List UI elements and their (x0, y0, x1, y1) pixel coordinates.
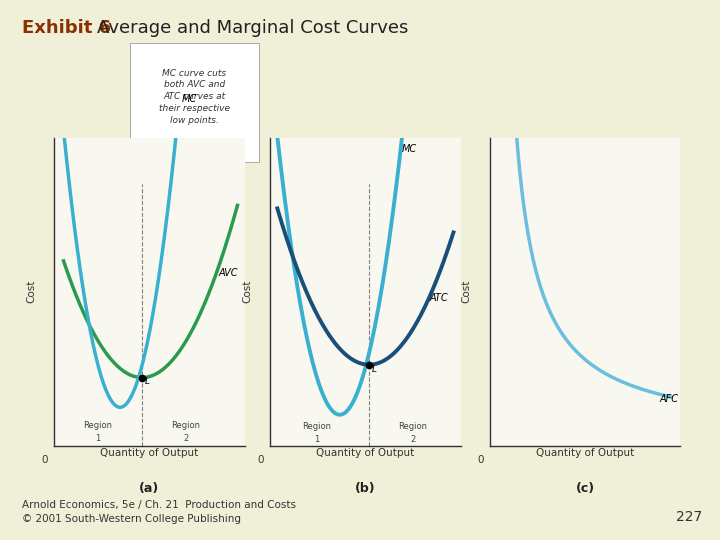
Text: 1: 1 (314, 435, 319, 443)
Text: Cost: Cost (462, 280, 472, 303)
X-axis label: Quantity of Output: Quantity of Output (316, 448, 415, 458)
Text: (c): (c) (575, 482, 595, 495)
Text: 0: 0 (477, 455, 484, 465)
Text: AFC: AFC (660, 394, 678, 404)
Text: Region: Region (171, 421, 201, 430)
Text: Region: Region (399, 422, 428, 431)
Text: Cost: Cost (26, 280, 36, 303)
Text: Arnold Economics, 5e / Ch. 21  Production and Costs: Arnold Economics, 5e / Ch. 21 Production… (22, 500, 296, 510)
Text: Region: Region (302, 422, 330, 431)
Text: MC: MC (401, 144, 416, 154)
Text: Region: Region (84, 421, 112, 430)
Text: Exhibit 6: Exhibit 6 (22, 19, 111, 37)
Text: 0: 0 (258, 455, 264, 465)
Text: MC: MC (181, 94, 197, 104)
Text: Average and Marginal Cost Curves: Average and Marginal Cost Curves (97, 19, 408, 37)
Text: 227: 227 (676, 510, 702, 524)
Text: © 2001 South-Western College Publishing: © 2001 South-Western College Publishing (22, 514, 240, 524)
Text: 2: 2 (410, 435, 415, 443)
Text: ATC: ATC (430, 293, 449, 303)
Text: L: L (145, 377, 150, 386)
Text: AVC: AVC (218, 268, 238, 278)
Text: 0: 0 (42, 455, 48, 465)
Text: (b): (b) (355, 482, 376, 495)
Text: (a): (a) (139, 482, 160, 495)
X-axis label: Quantity of Output: Quantity of Output (536, 448, 634, 458)
Text: L: L (372, 366, 377, 374)
Text: Cost: Cost (242, 280, 252, 303)
Text: 1: 1 (96, 434, 101, 443)
X-axis label: Quantity of Output: Quantity of Output (100, 448, 199, 458)
Text: 2: 2 (184, 434, 189, 443)
Text: MC curve cuts
both AVC and
ATC curves at
their respective
low points.: MC curve cuts both AVC and ATC curves at… (159, 69, 230, 125)
